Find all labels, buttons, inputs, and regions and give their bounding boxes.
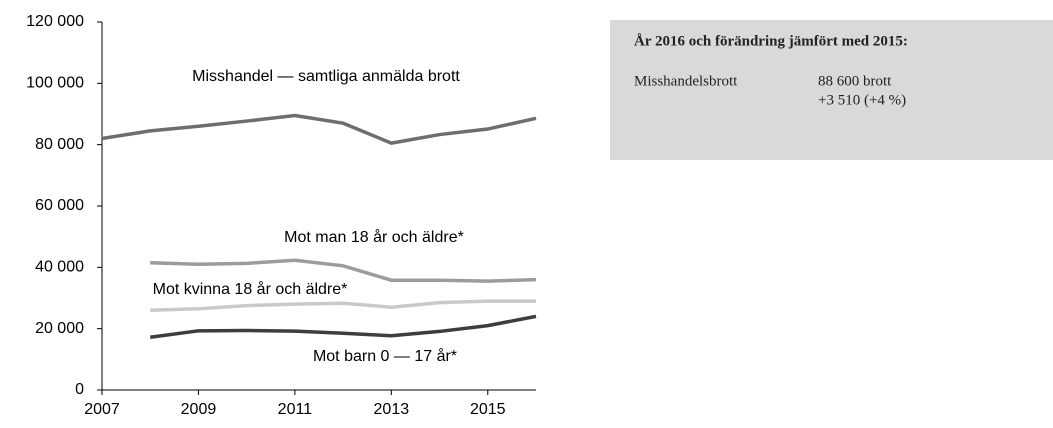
y-tick-label: 100 000 xyxy=(26,75,84,92)
info-value: +3 510 (+4 %) xyxy=(818,92,906,108)
series-line xyxy=(101,113,537,145)
info-title: År 2016 och förändring jämfört med 2015: xyxy=(634,33,908,49)
series-line xyxy=(150,258,537,283)
x-tick-label: 2011 xyxy=(278,401,313,418)
info-value: 88 600 brott xyxy=(818,73,892,89)
info-label: Misshandelsbrott xyxy=(634,73,738,89)
x-tick-label: 2013 xyxy=(374,401,410,418)
x-tick-label: 2015 xyxy=(470,401,506,418)
info-box xyxy=(610,20,1053,160)
y-tick-label: 120 000 xyxy=(26,13,84,30)
series-line xyxy=(150,299,536,313)
y-tick-label: 20 000 xyxy=(35,320,84,337)
series-label: Mot man 18 år och äldre* xyxy=(284,228,464,246)
y-tick-label: 40 000 xyxy=(35,259,84,276)
series-label: Mot barn 0 — 17 år* xyxy=(313,347,457,365)
y-tick-label: 0 xyxy=(75,381,84,398)
y-tick-label: 80 000 xyxy=(35,136,84,153)
series-label: Misshandel — samtliga anmälda brott xyxy=(192,68,460,85)
series-line xyxy=(149,314,537,339)
x-tick-label: 2007 xyxy=(84,401,120,418)
y-tick-label: 60 000 xyxy=(35,197,84,214)
x-tick-label: 2009 xyxy=(181,401,217,418)
series-label: Mot kvinna 18 år och äldre* xyxy=(153,280,348,298)
